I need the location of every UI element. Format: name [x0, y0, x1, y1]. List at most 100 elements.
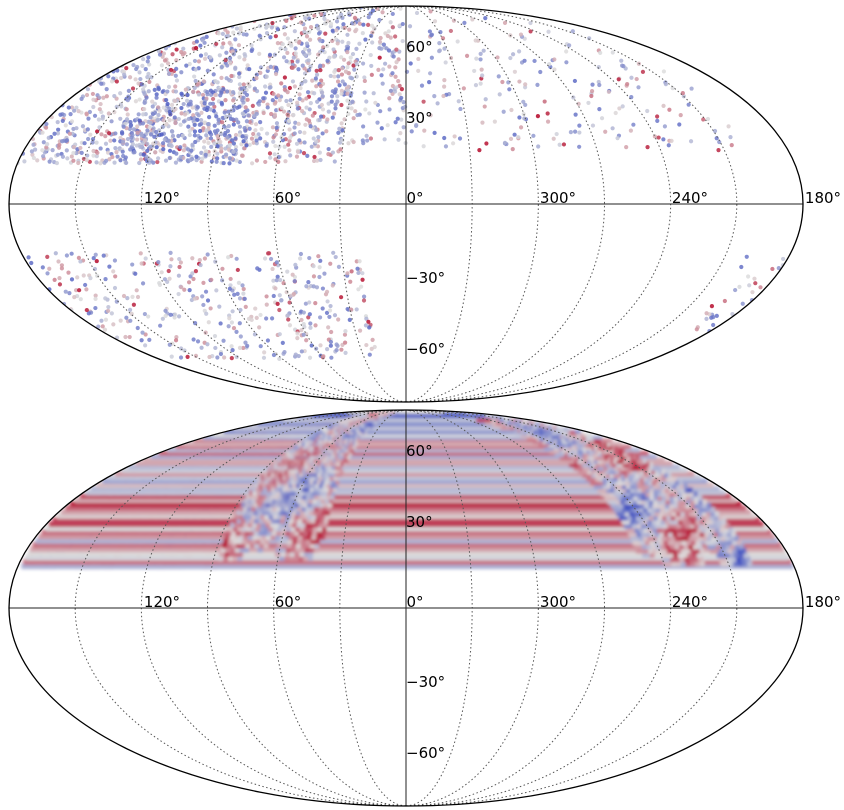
heatmap-cell	[331, 433, 335, 438]
scatter-point	[726, 124, 731, 129]
heatmap-cell	[343, 427, 348, 432]
heatmap-cell	[265, 534, 271, 540]
heatmap-cell	[347, 441, 350, 447]
scatter-point	[121, 293, 127, 299]
heatmap-cell	[312, 435, 317, 441]
scatter-point	[162, 58, 168, 63]
scatter-point	[199, 159, 204, 164]
scatter-point	[292, 279, 297, 284]
heatmap-cell	[278, 509, 284, 516]
heatmap-cell	[327, 501, 333, 508]
scatter-point	[564, 49, 569, 54]
scatter-point	[88, 132, 93, 137]
scatter-point	[150, 104, 155, 109]
scatter-point	[112, 258, 118, 263]
scatter-point	[205, 298, 211, 303]
scatter-point	[135, 124, 140, 129]
heatmap-cell	[316, 525, 323, 532]
scatter-point	[96, 117, 101, 122]
heatmap-cell	[319, 433, 324, 438]
heatmap-cell	[293, 550, 300, 557]
scatter-point	[314, 72, 320, 77]
heatmap-cell	[286, 486, 290, 492]
scatter-point	[352, 67, 357, 72]
scatter-point	[254, 138, 259, 143]
scatter-point	[733, 287, 738, 293]
scatter-point	[478, 57, 483, 62]
scatter-point	[319, 114, 324, 119]
heatmap-cell	[304, 542, 310, 549]
scatter-point	[218, 351, 224, 357]
heatmap-cell	[288, 555, 294, 562]
scatter-point	[200, 156, 205, 161]
scatter-point	[362, 75, 367, 80]
heatmap-cell	[298, 530, 304, 536]
heatmap-cell	[320, 471, 325, 478]
scatter-point	[136, 81, 141, 86]
scatter-point	[314, 127, 319, 133]
heatmap-cell	[325, 448, 328, 453]
scatter-point	[204, 133, 209, 138]
scatter-point	[264, 316, 269, 321]
scatter-point	[645, 145, 650, 150]
scatter-point	[313, 301, 318, 306]
heatmap-cell	[349, 427, 354, 432]
scatter-point	[345, 88, 351, 93]
scatter-point	[103, 276, 108, 282]
scatter-point	[212, 141, 217, 146]
heatmap-cell	[302, 501, 308, 508]
heatmap-cell	[278, 471, 281, 478]
scatter-point	[79, 96, 84, 101]
scatter-point	[624, 145, 629, 150]
scatter-point	[295, 59, 300, 64]
scatter-point	[661, 137, 666, 142]
heatmap-cell	[85, 489, 726, 496]
scatter-point	[309, 144, 314, 149]
heatmap-cell	[135, 460, 673, 466]
heatmap-cell	[336, 438, 340, 444]
scatter-point	[94, 258, 99, 264]
scatter-point	[336, 264, 342, 269]
scatter-point	[161, 147, 166, 152]
scatter-point	[288, 293, 293, 298]
scatter-point	[174, 151, 179, 156]
heatmap-cell	[301, 454, 303, 460]
heatmap-cell	[365, 425, 369, 430]
scatter-point	[308, 64, 313, 69]
heatmap-cell	[259, 525, 265, 532]
heatmap-cell	[331, 451, 334, 457]
scatter-point	[320, 306, 325, 311]
scatter-point	[237, 159, 242, 165]
scatter-point	[364, 133, 369, 138]
heatmap-cell	[307, 457, 310, 463]
heatmap-cell	[329, 475, 334, 481]
lat-tick-label: 60°	[406, 38, 433, 56]
scatter-point	[281, 55, 287, 60]
scatter-point	[482, 104, 487, 109]
heatmap-cell	[342, 441, 344, 447]
heatmap-cell	[319, 444, 322, 450]
scatter-point	[241, 291, 246, 296]
scatter-point	[202, 101, 207, 106]
scatter-point	[292, 125, 297, 130]
scatter-point	[328, 339, 334, 345]
scatter-point	[310, 78, 315, 83]
heatmap-cell	[332, 457, 336, 463]
scatter-point	[161, 118, 166, 123]
scatter-point	[304, 96, 309, 101]
scatter-point	[252, 86, 258, 91]
heatmap-cell	[329, 438, 332, 444]
heatmap-cell	[305, 444, 309, 450]
heatmap-cell	[321, 486, 325, 492]
scatter-point	[128, 147, 133, 152]
heatmap-cell	[264, 513, 269, 520]
scatter-point	[290, 79, 296, 84]
scatter-point	[54, 160, 60, 166]
heatmap-cell	[226, 542, 232, 549]
heatmap-cell	[319, 454, 322, 460]
scatter-point	[214, 159, 219, 164]
scatter-point	[507, 87, 512, 92]
scatter-point	[303, 53, 308, 58]
heatmap-cell	[240, 509, 245, 516]
scatter-point	[342, 82, 347, 87]
